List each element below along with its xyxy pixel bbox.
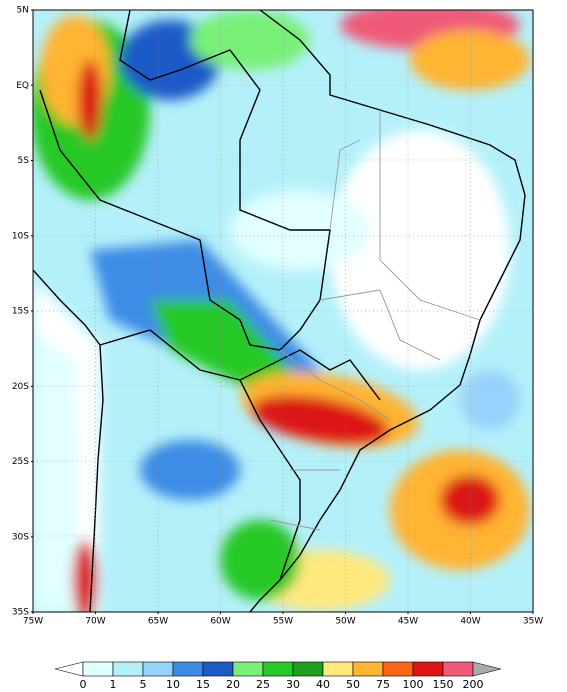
colorbar-label: 150 <box>433 678 454 688</box>
colorbar-under <box>54 661 84 677</box>
lon-label: 35W <box>523 617 543 627</box>
colorbar-over <box>472 661 502 677</box>
lon-label: 40W <box>460 617 480 627</box>
lat-label: 35S <box>12 608 29 618</box>
colorbar-label: 40 <box>316 678 330 688</box>
lat-label: 5N <box>17 6 29 16</box>
lat-label: 25S <box>12 457 29 467</box>
colorbar-label: 50 <box>346 678 360 688</box>
lat-label: 5S <box>18 156 30 166</box>
colorbar-box <box>112 661 144 677</box>
colorbar-label: 25 <box>256 678 270 688</box>
colorbar-label: 5 <box>140 678 147 688</box>
lon-label: 70W <box>85 617 105 627</box>
lon-label: 45W <box>398 617 418 627</box>
lat-label: 10S <box>12 231 29 241</box>
precip-field <box>33 10 533 612</box>
colorbar-box <box>172 661 204 677</box>
colorbar-label: 200 <box>463 678 484 688</box>
lon-label: 50W <box>335 617 355 627</box>
lon-label: 55W <box>273 617 293 627</box>
colorbar-label: 1 <box>110 678 117 688</box>
colorbar-box <box>412 661 444 677</box>
colorbar-box <box>292 661 324 677</box>
colorbar-box <box>442 661 474 677</box>
lon-label: 60W <box>210 617 230 627</box>
colorbar-label: 30 <box>286 678 300 688</box>
colorbar-box <box>352 661 384 677</box>
colorbar-box <box>142 661 174 677</box>
colorbar-box <box>82 661 114 677</box>
colorbar-label: 100 <box>403 678 424 688</box>
colorbar-label: 20 <box>226 678 240 688</box>
colorbar-label: 75 <box>376 678 390 688</box>
grid-lines <box>33 10 533 612</box>
colorbar-label: 10 <box>166 678 180 688</box>
colorbar-box <box>232 661 264 677</box>
colorbar-label: 0 <box>80 678 87 688</box>
colorbar-box <box>202 661 234 677</box>
colorbar-box <box>382 661 414 677</box>
lat-label: 15S <box>12 307 29 317</box>
colorbar-box <box>262 661 294 677</box>
colorbar-box <box>322 661 354 677</box>
lat-label: EQ <box>16 81 29 91</box>
lon-label: 65W <box>148 617 168 627</box>
lat-label: 30S <box>12 532 29 542</box>
colorbar: 0 1 5 10 15 20 25 30 40 50 75 100 150 200 <box>54 661 502 691</box>
colorbar-label: 15 <box>196 678 210 688</box>
lat-label: 20S <box>12 382 29 392</box>
lon-label: 75W <box>23 617 43 627</box>
